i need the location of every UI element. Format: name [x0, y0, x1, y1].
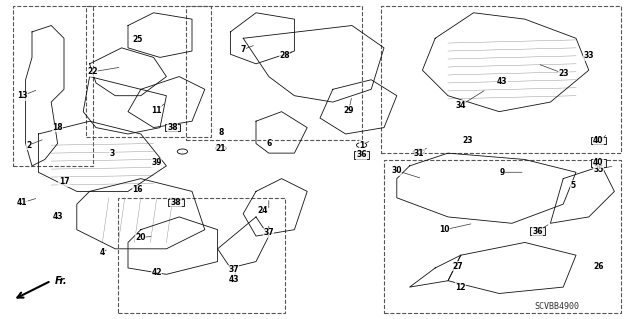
Text: SCVBB4900: SCVBB4900 — [534, 302, 579, 311]
Text: 43: 43 — [52, 212, 63, 221]
Text: 12: 12 — [456, 283, 466, 292]
Text: 40: 40 — [593, 136, 604, 145]
Text: 41: 41 — [17, 198, 28, 207]
Bar — [354, 151, 369, 159]
Text: 36: 36 — [532, 227, 543, 236]
Text: 22: 22 — [88, 67, 98, 76]
Text: 43: 43 — [228, 275, 239, 284]
Text: 37: 37 — [264, 228, 274, 237]
Text: 9: 9 — [500, 168, 505, 177]
Text: 42: 42 — [152, 268, 162, 277]
Text: 21: 21 — [216, 144, 226, 153]
Bar — [591, 159, 606, 167]
Text: 26: 26 — [593, 262, 604, 271]
Text: 23: 23 — [462, 136, 472, 145]
Text: 40: 40 — [593, 158, 604, 167]
Text: 18: 18 — [52, 123, 63, 132]
Text: 28: 28 — [280, 51, 290, 60]
Text: 39: 39 — [152, 158, 162, 167]
Text: 36: 36 — [356, 150, 367, 159]
Text: 2: 2 — [26, 141, 31, 150]
Text: 3: 3 — [109, 149, 115, 158]
Text: 30: 30 — [392, 166, 402, 175]
Text: 38: 38 — [168, 123, 178, 132]
Text: 13: 13 — [17, 91, 28, 100]
Text: 25: 25 — [132, 35, 143, 44]
Text: 23: 23 — [558, 69, 568, 78]
Text: 29: 29 — [344, 106, 354, 115]
Text: Fr.: Fr. — [54, 276, 67, 286]
Text: 1: 1 — [359, 141, 364, 150]
Bar — [530, 227, 545, 235]
Text: 37: 37 — [228, 265, 239, 274]
Text: 34: 34 — [456, 101, 466, 110]
Text: 20: 20 — [136, 233, 146, 242]
Bar — [165, 124, 180, 131]
Text: 11: 11 — [152, 106, 162, 115]
Text: 31: 31 — [414, 149, 424, 158]
Text: 38: 38 — [171, 198, 181, 207]
Text: 10: 10 — [440, 225, 450, 234]
Text: 7: 7 — [241, 45, 246, 54]
Text: 27: 27 — [452, 262, 463, 271]
Text: 6: 6 — [266, 139, 271, 148]
Text: 5: 5 — [570, 181, 575, 189]
Text: 33: 33 — [584, 51, 594, 60]
Text: 4: 4 — [100, 248, 105, 256]
Text: 8: 8 — [218, 128, 223, 137]
Text: 24: 24 — [257, 206, 268, 215]
Bar — [591, 137, 606, 144]
Bar — [168, 199, 184, 206]
Text: 17: 17 — [59, 177, 69, 186]
Text: 43: 43 — [497, 77, 508, 86]
Text: 16: 16 — [132, 185, 143, 194]
Text: 35: 35 — [593, 165, 604, 174]
